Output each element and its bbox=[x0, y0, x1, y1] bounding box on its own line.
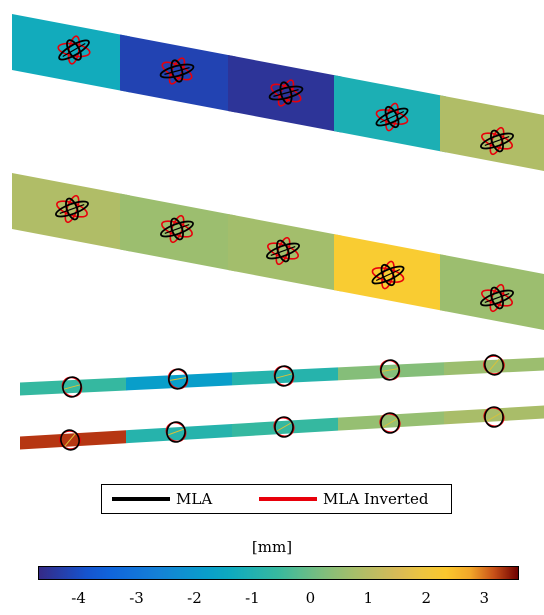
band-segment bbox=[232, 417, 338, 437]
colorbar-tick-label: 1 bbox=[363, 589, 374, 607]
deformation-glyph bbox=[268, 79, 304, 107]
band-segment bbox=[20, 430, 126, 450]
colorbar-tick-label: -1 bbox=[245, 589, 260, 607]
band-segment bbox=[228, 214, 342, 292]
panel-thin-band-upper bbox=[20, 354, 544, 398]
panel-top-band bbox=[12, 14, 544, 171]
colorbar-tick-label: -3 bbox=[129, 589, 144, 607]
panel-thin-band-lower bbox=[20, 405, 544, 451]
band-segment bbox=[232, 367, 338, 386]
colorbar-tick-label: 0 bbox=[305, 589, 316, 607]
legend-swatch-mla-inverted bbox=[259, 497, 317, 501]
deformation-glyph bbox=[483, 406, 505, 428]
band-segment bbox=[338, 362, 444, 381]
legend-box: MLA MLA Inverted bbox=[101, 484, 452, 514]
colorbar bbox=[38, 566, 519, 580]
panels bbox=[12, 14, 544, 451]
deformation-glyph bbox=[266, 236, 300, 266]
deformation-glyph bbox=[379, 412, 401, 434]
band-segment bbox=[12, 173, 130, 252]
deformation-glyph bbox=[379, 359, 401, 381]
band-segment bbox=[126, 423, 232, 444]
band-segment bbox=[444, 405, 544, 425]
deformation-glyph bbox=[160, 214, 194, 244]
deformation-glyph bbox=[483, 354, 505, 376]
deformation-glyph bbox=[273, 416, 295, 438]
band-segment bbox=[120, 34, 236, 113]
colorbar-tick-label: 3 bbox=[479, 589, 489, 607]
deformation-glyph bbox=[57, 35, 91, 65]
deformation-glyph bbox=[165, 421, 187, 443]
band-segment bbox=[334, 234, 446, 312]
band-segment bbox=[120, 193, 236, 272]
colorbar-tick-label: -4 bbox=[71, 589, 86, 607]
deformation-glyph bbox=[480, 283, 514, 313]
legend-label-mla: MLA bbox=[176, 490, 213, 508]
deformation-glyph bbox=[480, 126, 514, 156]
legend-item-mla: MLA bbox=[112, 485, 212, 513]
deformation-glyph bbox=[55, 194, 89, 224]
legend-label-mla-inverted: MLA Inverted bbox=[323, 490, 429, 508]
colorbar-unit-label: [mm] bbox=[251, 538, 293, 556]
band-segment bbox=[440, 254, 544, 330]
colorbar-tick-label: -2 bbox=[187, 589, 202, 607]
deformation-glyph bbox=[375, 102, 409, 132]
panel-middle-band bbox=[12, 173, 544, 330]
band-segment bbox=[334, 75, 446, 153]
legend-swatch-mla bbox=[112, 497, 170, 501]
deformation-glyph bbox=[371, 260, 405, 290]
deformation-glyph bbox=[159, 57, 195, 85]
legend-item-mla-inverted: MLA Inverted bbox=[259, 485, 429, 513]
deformation-glyph bbox=[61, 376, 83, 398]
deformation-glyph bbox=[273, 365, 295, 387]
deformation-glyph bbox=[59, 429, 81, 451]
band-segment bbox=[338, 411, 444, 431]
colorbar-tick-label: 2 bbox=[421, 589, 432, 607]
band-segment bbox=[444, 357, 544, 376]
band-segment bbox=[126, 372, 232, 391]
deformation-glyph bbox=[167, 368, 189, 390]
